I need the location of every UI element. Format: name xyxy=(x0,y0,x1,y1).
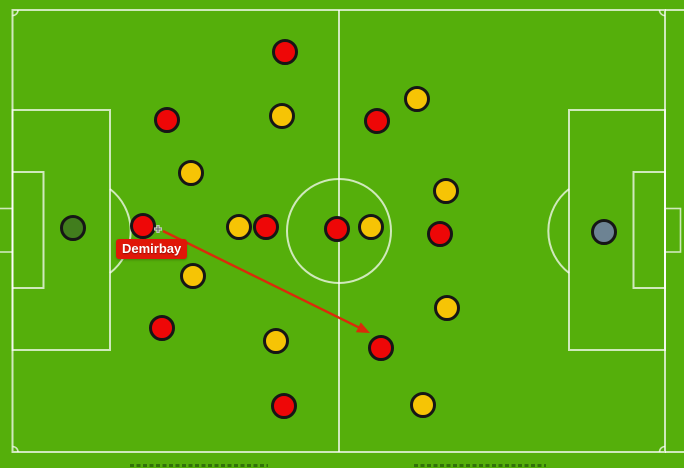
goal-left xyxy=(0,207,14,253)
pass-arrow-line xyxy=(162,229,362,330)
player-name-label: Demirbay xyxy=(116,239,188,259)
player-marker-away[interactable] xyxy=(410,392,436,418)
pass-arrow xyxy=(162,229,370,333)
corner-arc-bottom-left xyxy=(12,445,19,453)
player-marker-home[interactable] xyxy=(60,215,86,241)
player-marker-home[interactable] xyxy=(154,107,180,133)
players-layer xyxy=(60,39,617,419)
player-marker-home[interactable] xyxy=(364,108,390,134)
penalty-box-right xyxy=(568,109,666,351)
six-yard-box-left xyxy=(11,171,45,289)
player-marker-away[interactable] xyxy=(269,103,295,129)
player-marker-home[interactable] xyxy=(149,315,175,341)
player-marker-away[interactable] xyxy=(226,214,252,240)
center-circle xyxy=(286,178,392,284)
player-marker-away[interactable] xyxy=(358,214,384,240)
pass-arrow-head-icon xyxy=(355,322,370,333)
player-marker-away[interactable] xyxy=(591,219,617,245)
six-yard-box-right xyxy=(632,171,666,289)
player-marker-away[interactable] xyxy=(178,160,204,186)
bottom-dashes-left xyxy=(130,464,268,467)
corner-arc-top-left xyxy=(12,9,19,17)
penalty-arc-left xyxy=(109,188,132,274)
corner-arc-top-right xyxy=(658,9,666,17)
player-marker-home[interactable] xyxy=(368,335,394,361)
mouse-cursor-icon xyxy=(154,225,162,233)
corner-arc-bottom-right xyxy=(658,445,666,453)
player-marker-away[interactable] xyxy=(263,328,289,354)
bottom-dashes-right xyxy=(414,464,546,467)
player-marker-home[interactable] xyxy=(427,221,453,247)
goal-right xyxy=(664,207,682,253)
player-marker-away[interactable] xyxy=(434,295,460,321)
player-marker-home[interactable] xyxy=(324,216,350,242)
player-marker-away[interactable] xyxy=(433,178,459,204)
player-marker-home[interactable] xyxy=(271,393,297,419)
player-marker-home[interactable] xyxy=(272,39,298,65)
player-marker-home-demirbay[interactable] xyxy=(130,213,156,239)
player-marker-away[interactable] xyxy=(404,86,430,112)
penalty-arc-right xyxy=(547,188,570,274)
player-marker-away[interactable] xyxy=(180,263,206,289)
player-marker-home[interactable] xyxy=(253,214,279,240)
